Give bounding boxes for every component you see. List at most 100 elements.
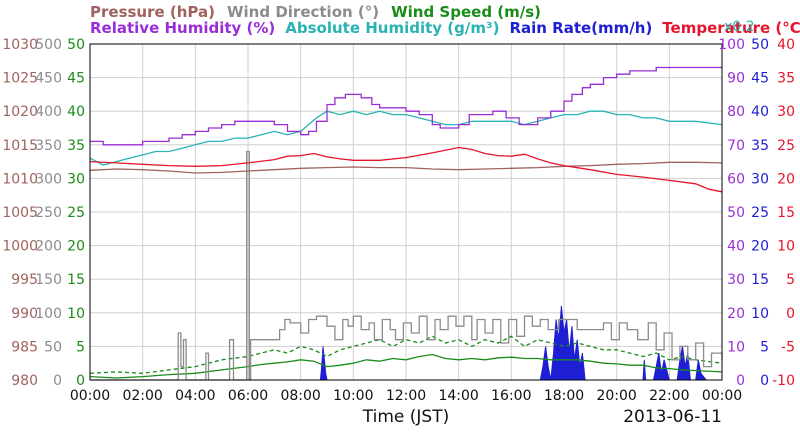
tick-label-temperature: 20 xyxy=(777,171,795,187)
x-tick-label: 18:00 xyxy=(544,388,584,404)
tick-label-humidity: 20 xyxy=(727,306,745,322)
tick-label-humidity: 40 xyxy=(727,239,745,255)
tick-label-pressure: 1020 xyxy=(2,104,38,120)
tick-label-temperature: -5 xyxy=(781,339,795,355)
series-temperature-c xyxy=(89,146,723,193)
tick-label-rain_rate: 25 xyxy=(751,205,769,221)
legend-row-1: Pressure (hPa) Wind Direction (°) Wind Spe… xyxy=(90,3,541,21)
tick-label-rain_rate: 10 xyxy=(751,306,769,322)
tick-label-humidity: 60 xyxy=(727,171,745,187)
x-tick-label: 06:00 xyxy=(228,388,268,404)
tick-label-humidity: 0 xyxy=(736,373,745,389)
tick-label-wind_direction: 150 xyxy=(35,272,62,288)
tick-label-temperature: 0 xyxy=(786,306,795,322)
rain-scale-note: x0.2 xyxy=(724,19,755,35)
tick-label-humidity: 80 xyxy=(727,104,745,120)
tick-label-rain_rate: 30 xyxy=(751,171,769,187)
tick-label-wind_speed: 15 xyxy=(67,272,85,288)
tick-label-wind_speed: 30 xyxy=(67,171,85,187)
tick-label-rain_rate: 45 xyxy=(751,71,769,87)
tick-label-temperature: 10 xyxy=(777,239,795,255)
tick-label-wind_speed: 25 xyxy=(67,205,85,221)
tick-label-wind_speed: 35 xyxy=(67,138,85,154)
x-tick-label: 10:00 xyxy=(333,388,373,404)
x-tick-label: 04:00 xyxy=(175,388,215,404)
tick-label-temperature: 5 xyxy=(786,272,795,288)
tick-label-humidity: 70 xyxy=(727,138,745,154)
legend-entry: Absolute Humidity (g/m³) xyxy=(285,19,499,37)
tick-label-wind_speed: 45 xyxy=(67,71,85,87)
tick-label-wind_direction: 250 xyxy=(35,205,62,221)
series-wind-direction xyxy=(90,150,723,381)
series-wind-speed-m-s xyxy=(89,353,723,379)
legend-row-2: Relative Humidity (%) Absolute Humidity (… xyxy=(90,19,800,37)
tick-label-wind_direction: 50 xyxy=(44,339,62,355)
tick-label-wind_direction: 500 xyxy=(35,37,62,53)
tick-label-pressure: 1000 xyxy=(2,239,38,255)
legend-entry: Rain Rate(mm/h) xyxy=(509,19,652,37)
series-layer xyxy=(89,66,723,381)
x-tick-label: 08:00 xyxy=(280,388,320,404)
tick-label-rain_rate: 5 xyxy=(760,339,769,355)
tick-label-wind_speed: 10 xyxy=(67,306,85,322)
tick-label-temperature: 40 xyxy=(777,37,795,53)
x-tick-label: 20:00 xyxy=(596,388,636,404)
tick-label-pressure: 1005 xyxy=(2,205,38,221)
tick-label-pressure: 995 xyxy=(11,272,38,288)
tick-label-rain_rate: 15 xyxy=(751,272,769,288)
tick-label-rain_rate: 50 xyxy=(751,37,769,53)
tick-label-wind_speed: 50 xyxy=(67,37,85,53)
x-axis-label: Time (JST) xyxy=(362,407,449,427)
tick-label-wind_direction: 100 xyxy=(35,306,62,322)
series-wind-speed-gust-m-s xyxy=(89,335,723,374)
series-pressure-hpa xyxy=(89,161,723,174)
tick-label-humidity: 100 xyxy=(718,37,745,53)
tick-label-pressure: 980 xyxy=(11,373,38,389)
left-axes: 1030102510201015101010051000995990985980… xyxy=(2,37,85,389)
tick-label-wind_direction: 450 xyxy=(35,71,62,87)
right-axes: 1009080706050403020100504540353025201510… xyxy=(718,37,795,389)
tick-label-pressure: 1030 xyxy=(2,37,38,53)
tick-label-humidity: 50 xyxy=(727,205,745,221)
tick-label-wind_direction: 400 xyxy=(35,104,62,120)
tick-label-temperature: 30 xyxy=(777,104,795,120)
x-tick-label: 02:00 xyxy=(122,388,162,404)
date-label: 2013-06-11 xyxy=(623,407,722,427)
x-tick-label: 00:00 xyxy=(702,388,742,404)
tick-label-pressure: 990 xyxy=(11,306,38,322)
tick-label-wind_speed: 40 xyxy=(67,104,85,120)
tick-label-rain_rate: 40 xyxy=(751,104,769,120)
tick-label-wind_direction: 350 xyxy=(35,138,62,154)
legend-entry: Wind Direction (°) xyxy=(227,3,379,21)
x-tick-label: 12:00 xyxy=(386,388,426,404)
tick-label-temperature: 25 xyxy=(777,138,795,154)
legend-entry: Relative Humidity (%) xyxy=(90,19,275,37)
legend-entry: Pressure (hPa) xyxy=(90,3,215,21)
series-absolute-humidity-g-m xyxy=(89,110,723,166)
tick-label-wind_speed: 5 xyxy=(76,339,85,355)
legend-entry: Wind Speed (m/s) xyxy=(391,3,541,21)
tick-label-humidity: 90 xyxy=(727,71,745,87)
x-tick-label: 14:00 xyxy=(438,388,478,404)
tick-label-rain_rate: 35 xyxy=(751,138,769,154)
tick-label-temperature: 15 xyxy=(777,205,795,221)
legend-entry: Temperature (°C) xyxy=(662,19,800,37)
x-axis: 00:00 02:00 04:00 06:00 08:00 10:00 12:00 14:00… xyxy=(70,388,742,404)
tick-label-temperature: 35 xyxy=(777,71,795,87)
series-relative-humidity xyxy=(90,66,722,146)
tick-label-pressure: 1015 xyxy=(2,138,38,154)
tick-label-rain_rate: 20 xyxy=(751,239,769,255)
tick-label-humidity: 10 xyxy=(727,339,745,355)
x-tick-label: 22:00 xyxy=(649,388,689,404)
tick-label-wind_direction: 0 xyxy=(53,373,62,389)
x-tick-label: 16:00 xyxy=(491,388,531,404)
tick-label-wind_direction: 300 xyxy=(35,171,62,187)
plot-border xyxy=(89,43,723,381)
tick-label-pressure: 1025 xyxy=(2,71,38,87)
tick-label-humidity: 30 xyxy=(727,272,745,288)
tick-label-pressure: 985 xyxy=(11,339,38,355)
x-tick-label: 00:00 xyxy=(70,388,110,404)
tick-label-wind_speed: 20 xyxy=(67,239,85,255)
tick-label-temperature: -10 xyxy=(772,373,795,389)
